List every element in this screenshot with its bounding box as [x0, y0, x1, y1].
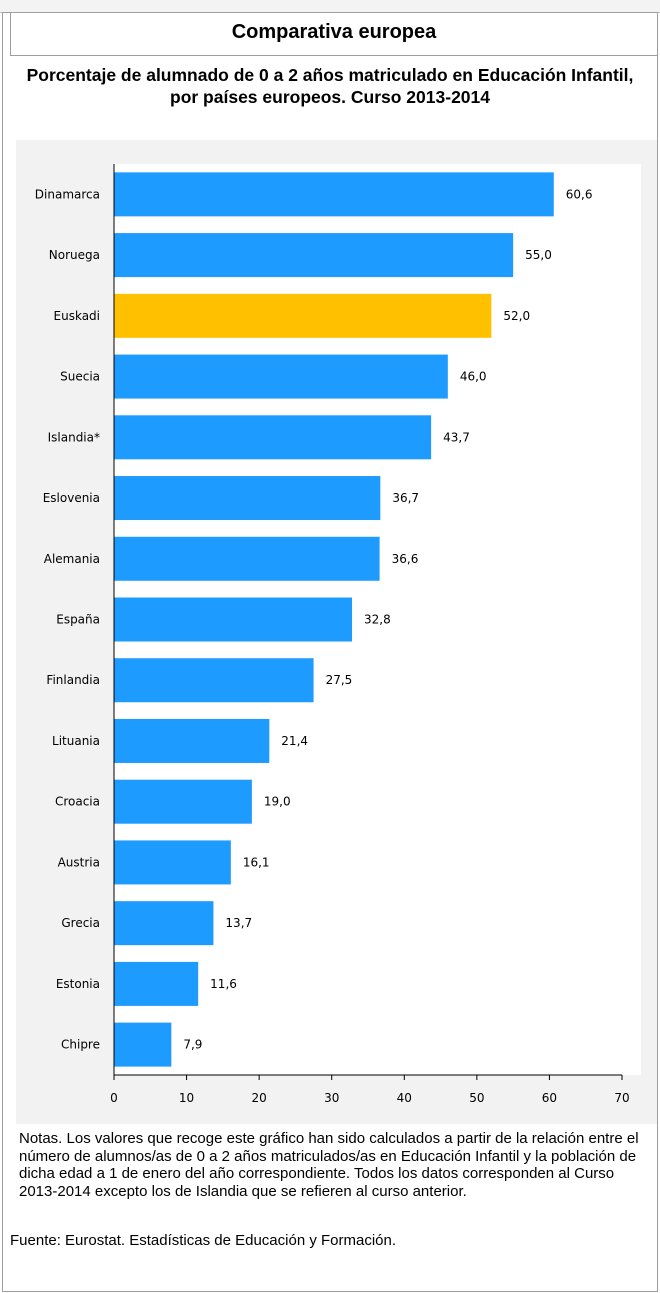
category-label-10: Croacia	[55, 795, 100, 809]
bar-3	[114, 354, 448, 399]
category-label-8: Finlandia	[46, 673, 100, 687]
category-label-14: Chipre	[61, 1038, 100, 1052]
value-label-2: 52,0	[503, 309, 530, 323]
x-tick-label-2: 20	[252, 1091, 267, 1105]
value-label-12: 13,7	[225, 916, 252, 930]
value-label-8: 27,5	[326, 673, 353, 687]
category-label-7: España	[56, 613, 100, 627]
chart-notes: Notas. Los valores que recoge este gráfi…	[19, 1130, 639, 1200]
section-header: Comparativa europea	[10, 12, 658, 56]
category-label-6: Alemania	[44, 552, 100, 566]
category-label-5: Eslovenia	[43, 491, 100, 505]
value-label-5: 36,7	[392, 491, 419, 505]
section-title: Comparativa europea	[231, 21, 437, 43]
bar-12	[114, 901, 214, 946]
bar-4	[114, 415, 432, 460]
bar-8	[114, 658, 314, 703]
bar-6	[114, 536, 380, 581]
category-label-13: Estonia	[56, 977, 100, 991]
x-tick-label-7: 70	[614, 1091, 629, 1105]
x-tick-label-3: 30	[324, 1091, 339, 1105]
chart-panel: Dinamarca 60,6 Noruega 55,0 Euskadi 52,0 Sueci…	[16, 140, 657, 1124]
category-label-2: Euskadi	[54, 309, 100, 323]
bar-13	[114, 961, 199, 1006]
x-tick-label-0: 0	[110, 1091, 118, 1105]
bar-10	[114, 779, 252, 824]
category-label-12: Grecia	[61, 916, 100, 930]
value-label-4: 43,7	[443, 430, 470, 444]
value-label-14: 7,9	[183, 1038, 202, 1052]
bar-5	[114, 476, 381, 521]
bar-11	[114, 840, 231, 885]
chart-source: Fuente: Eurostat. Estadísticas de Educac…	[10, 1232, 397, 1249]
bar-chart: Dinamarca 60,6 Noruega 55,0 Euskadi 52,0 Sueci…	[35, 164, 641, 1105]
value-label-6: 36,6	[392, 552, 419, 566]
value-label-0: 60,6	[566, 187, 593, 201]
bar-9	[114, 718, 270, 763]
chart-title: Porcentaje de alumnado de 0 a 2 años mat…	[26, 65, 634, 107]
category-label-9: Lituania	[52, 734, 100, 748]
x-tick-label-6: 60	[542, 1091, 557, 1105]
category-label-1: Noruega	[49, 248, 100, 262]
value-label-13: 11,6	[210, 977, 237, 991]
value-label-11: 16,1	[243, 855, 270, 869]
bar-7	[114, 597, 353, 642]
bar-0	[114, 172, 554, 217]
category-label-4: Islandia*	[48, 430, 100, 444]
value-label-1: 55,0	[525, 248, 552, 262]
bar-2	[114, 293, 492, 338]
category-label-0: Dinamarca	[35, 187, 100, 201]
bar-14	[114, 1022, 172, 1067]
value-label-9: 21,4	[281, 734, 308, 748]
bar-1	[114, 233, 514, 278]
x-tick-label-1: 10	[179, 1091, 194, 1105]
value-label-3: 46,0	[460, 370, 487, 384]
category-label-3: Suecia	[60, 370, 100, 384]
value-label-10: 19,0	[264, 795, 291, 809]
x-tick-label-4: 40	[397, 1091, 412, 1105]
x-tick-label-5: 50	[469, 1091, 484, 1105]
value-label-7: 32,8	[364, 613, 391, 627]
category-label-11: Austria	[58, 855, 100, 869]
